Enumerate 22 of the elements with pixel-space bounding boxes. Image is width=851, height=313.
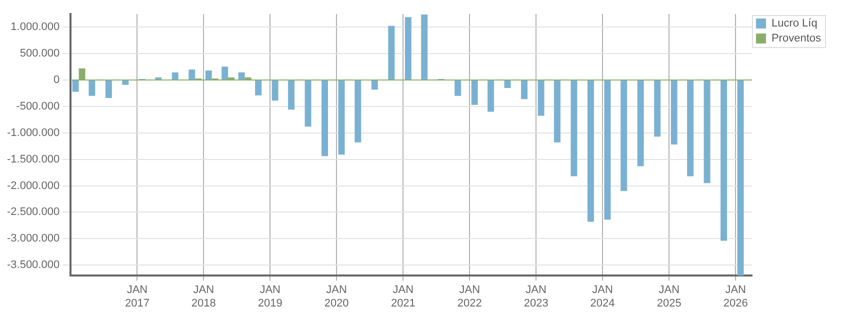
x-tick-label: JAN 2024 — [590, 284, 615, 310]
y-tick-label: -2.500.000 — [6, 206, 60, 218]
x-tick-label: JAN 2021 — [390, 284, 416, 310]
y-tick-label: -500.000 — [16, 100, 60, 113]
y-tick-label: 0 — [53, 74, 60, 86]
y-tick-label: -2.000.000 — [6, 180, 60, 192]
x-tick-label: JAN 2018 — [191, 284, 216, 310]
y-tick-label: 500.000 — [20, 48, 60, 60]
x-tick-label: JAN 2020 — [324, 284, 349, 310]
y-tick-label: -1.000.000 — [6, 126, 60, 139]
x-tick-label: JAN 2022 — [457, 284, 482, 310]
legend-label: Proventos — [771, 32, 822, 45]
legend-label: Lucro Líq — [771, 18, 818, 30]
x-tick-label: JAN 2019 — [258, 284, 282, 310]
y-tick-label: -3.500.000 — [6, 259, 60, 272]
x-tick-label: JAN 2026 — [723, 284, 748, 310]
y-tick-label: 1.000.000 — [10, 21, 60, 34]
y-tick-label: -3.000.000 — [6, 232, 60, 245]
x-tick-label: JAN 2017 — [124, 284, 150, 310]
x-tick-label: JAN 2023 — [524, 284, 548, 310]
x-tick-label: JAN 2025 — [656, 284, 682, 310]
y-tick-label: -1.500.000 — [6, 153, 60, 166]
